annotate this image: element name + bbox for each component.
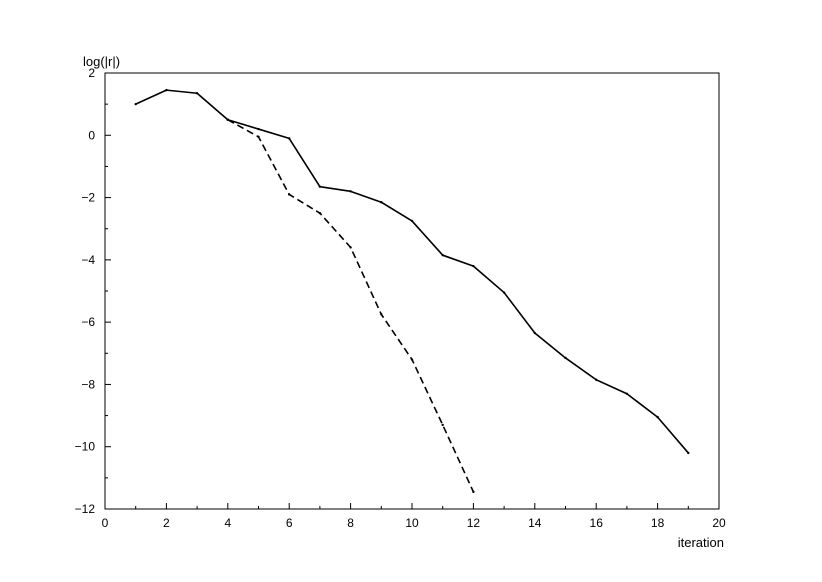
solid-series-point — [134, 102, 137, 106]
solid-series-point — [165, 88, 168, 92]
solid-series-point — [349, 190, 352, 193]
dashed-series-point — [226, 118, 229, 121]
x-tick-label: 4 — [224, 516, 231, 530]
series-layer — [134, 88, 690, 494]
solid-series-point — [410, 219, 414, 223]
solid-series-point — [656, 415, 659, 419]
solid-series-point — [441, 253, 444, 257]
solid-series-point — [257, 127, 260, 131]
solid-series-point — [195, 92, 199, 95]
y-tick-label: −12 — [75, 502, 96, 516]
y-tick-label: −10 — [75, 440, 96, 454]
solid-series-point — [502, 291, 506, 294]
solid-series-point — [318, 185, 322, 188]
solid-series-point — [564, 356, 567, 360]
y-tick-label: −4 — [81, 253, 95, 267]
solid-series-point — [687, 451, 690, 455]
ticks-layer — [104, 72, 720, 510]
solid-series-point — [533, 331, 536, 335]
dashed-series-point — [410, 358, 414, 361]
solid-series-point — [595, 378, 598, 381]
y-tick-label: −2 — [81, 191, 95, 205]
dashed-series-point — [472, 490, 475, 494]
x-axis-title: iteration — [678, 535, 724, 550]
solid-series-point — [472, 264, 475, 268]
solid-series-point — [380, 201, 383, 204]
x-tick-label: 10 — [405, 516, 419, 530]
solid-series-point — [625, 392, 629, 395]
dashed-series-point — [318, 211, 322, 215]
y-tick-label: 0 — [88, 128, 95, 142]
dashed-series-point — [257, 135, 260, 139]
dashed-series-point — [441, 423, 444, 427]
x-tick-label: 16 — [590, 516, 604, 530]
dashed-series-point — [349, 246, 352, 249]
x-tick-label: 14 — [528, 516, 542, 530]
dashed-series-line — [227, 119, 475, 493]
solid-series-line — [135, 89, 689, 454]
x-tick-label: 6 — [286, 516, 293, 530]
plot-frame — [104, 72, 720, 510]
y-tick-label: 2 — [88, 66, 95, 80]
dashed-series-point — [380, 313, 383, 316]
y-tick-label: −8 — [81, 377, 95, 391]
x-tick-label: 12 — [467, 516, 481, 530]
x-tick-label: 20 — [712, 516, 726, 530]
y-tick-label: −6 — [81, 315, 95, 329]
x-tick-label: 0 — [102, 516, 109, 530]
x-tick-label: 18 — [651, 516, 665, 530]
x-tick-label: 2 — [163, 516, 170, 530]
x-tick-label: 8 — [347, 516, 354, 530]
dashed-series-point — [288, 193, 291, 196]
solid-series-point — [288, 137, 291, 140]
y-axis-title: log(|r|) — [83, 54, 120, 69]
